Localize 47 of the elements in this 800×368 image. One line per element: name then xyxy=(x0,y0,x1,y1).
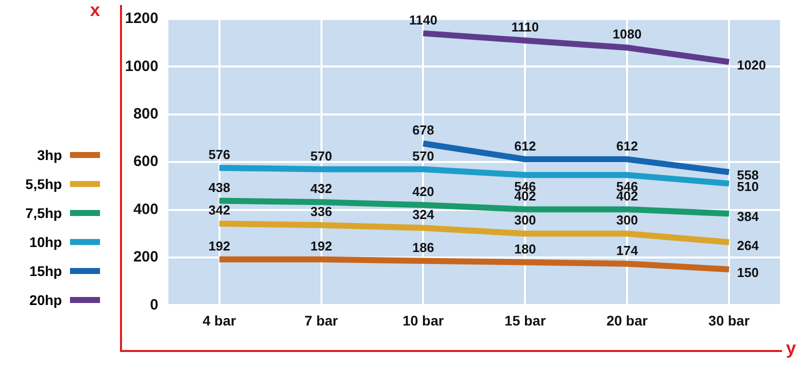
data-label: 1140 xyxy=(409,12,438,28)
x-tick-label: 20 bar xyxy=(606,312,648,328)
data-label: 384 xyxy=(737,209,760,224)
data-label: 432 xyxy=(310,181,332,196)
data-label: 264 xyxy=(737,238,760,253)
y-tick-label: 200 xyxy=(133,248,158,266)
legend-label: 20hp xyxy=(29,292,62,308)
y-tick-label: 400 xyxy=(133,200,158,218)
data-label: 438 xyxy=(208,180,230,195)
data-label: 150 xyxy=(737,265,759,280)
data-label: 336 xyxy=(310,204,332,220)
legend-label: 10hp xyxy=(29,234,62,250)
data-label: 570 xyxy=(412,148,434,164)
data-label: 612 xyxy=(616,138,638,154)
data-label: 678 xyxy=(412,122,434,138)
y-tick-label: 1000 xyxy=(124,58,158,75)
data-label: 300 xyxy=(616,212,638,228)
data-label: 300 xyxy=(514,212,536,228)
x-tick-label: 4 bar xyxy=(202,312,237,328)
data-label: 420 xyxy=(412,184,434,200)
x-tick-label: 7 bar xyxy=(304,312,339,328)
data-label: 324 xyxy=(412,207,435,222)
y-tick-label: 600 xyxy=(133,153,158,170)
y-axis-title: x xyxy=(90,0,100,21)
legend-label: 5,5hp xyxy=(25,176,62,192)
data-label: 192 xyxy=(310,238,332,254)
data-label: 1110 xyxy=(511,20,539,35)
data-label: 1020 xyxy=(737,58,766,73)
data-label: 570 xyxy=(310,148,332,164)
x-tick-label: 30 bar xyxy=(708,312,750,328)
y-tick-label: 800 xyxy=(133,106,158,123)
data-label: 174 xyxy=(616,242,639,258)
data-label: 342 xyxy=(208,202,230,218)
data-label: 186 xyxy=(412,240,434,255)
x-tick-label: 10 bar xyxy=(402,312,444,328)
legend-label: 3hp xyxy=(37,146,62,162)
data-label: 1080 xyxy=(612,26,642,42)
legend-label: 15hp xyxy=(29,262,62,278)
y-tick-label: 0 xyxy=(150,296,158,314)
x-axis-title: y xyxy=(786,338,796,359)
x-tick-label: 15 bar xyxy=(504,312,546,328)
data-label: 180 xyxy=(514,241,536,256)
data-label: 612 xyxy=(514,138,536,154)
data-label: 576 xyxy=(208,146,230,162)
y-tick-label: 1200 xyxy=(124,10,158,28)
data-label: 192 xyxy=(208,238,230,254)
legend-label: 7,5hp xyxy=(25,204,62,220)
